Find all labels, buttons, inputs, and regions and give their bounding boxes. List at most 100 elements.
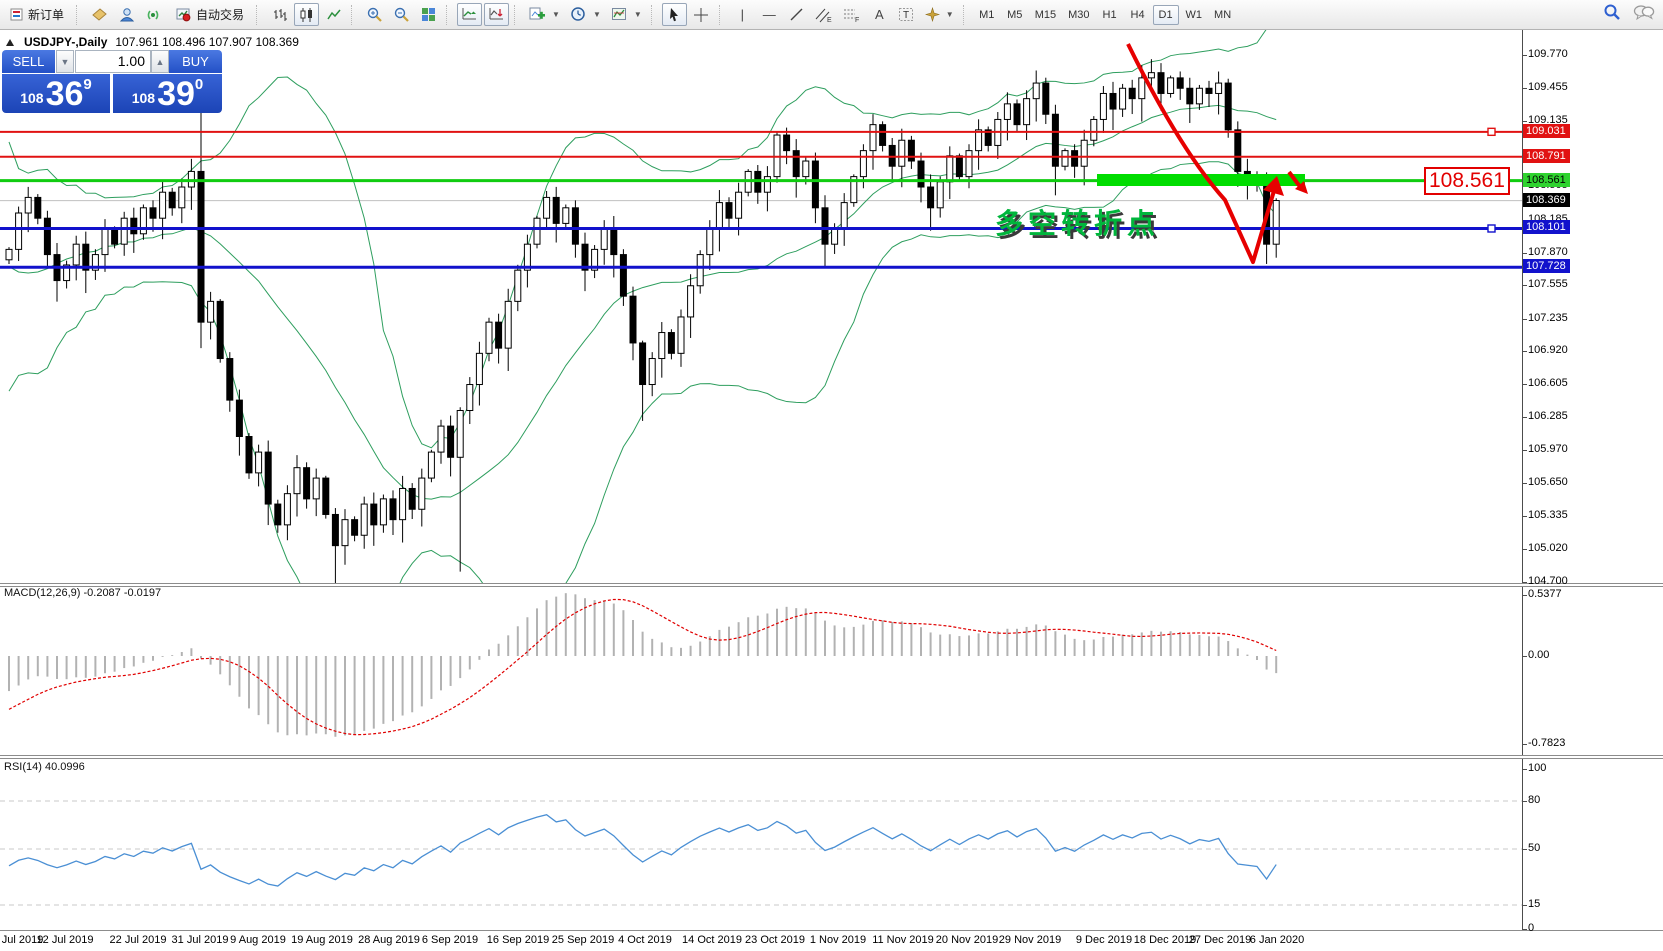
macd-label: MACD(12,26,9) -0.2087 -0.0197 — [4, 587, 161, 599]
candle — [514, 264, 522, 312]
volume-decrease-button[interactable]: ▼ — [56, 50, 74, 73]
line-handle[interactable] — [1487, 127, 1496, 137]
price-tick-mark — [1522, 548, 1527, 550]
timeframe-toolbar: M1 M5 M15 M30 H1 H4 D1 W1 MN — [973, 4, 1237, 25]
horizontal-line-button[interactable]: — — [757, 3, 782, 26]
history-center-button[interactable] — [87, 3, 112, 26]
rsi-tick-label: 15 — [1528, 898, 1541, 910]
timeframe-button-h4[interactable]: H4 — [1130, 8, 1145, 21]
candle — [159, 180, 167, 240]
timeframe-button-mn[interactable]: MN — [1214, 8, 1232, 21]
timeframe-button-m15[interactable]: M15 — [1034, 8, 1057, 21]
time-axis-label: 23 Oct 2019 — [745, 934, 805, 946]
trendline-button[interactable] — [784, 3, 809, 26]
timeframe-button-m30[interactable]: M30 — [1068, 8, 1090, 21]
candle — [687, 274, 695, 338]
candle — [1176, 71, 1184, 100]
chart-symbol: USDJPY-,Daily — [24, 35, 108, 49]
price-tick-label: 106.285 — [1528, 410, 1568, 423]
rsi-tick-label: 100 — [1528, 762, 1547, 774]
timeframe-button-m5[interactable]: M5 — [1007, 8, 1023, 21]
rsi-panel-splitter[interactable] — [0, 755, 1663, 759]
separator — [351, 4, 358, 25]
sell-price-display[interactable]: 108 36 9 — [2, 74, 110, 113]
red-v-arrow — [1126, 43, 1278, 264]
price-tick-label: 106.605 — [1528, 377, 1568, 389]
add-indicator-button[interactable]: ▼ — [525, 3, 564, 26]
search-icon[interactable] — [1603, 3, 1621, 21]
time-axis-label: 6 Jan 2020 — [1249, 934, 1305, 946]
line-handle[interactable] — [1487, 224, 1496, 233]
buy-price-display[interactable]: 108 39 0 — [113, 74, 222, 113]
candle — [72, 235, 80, 281]
text-label-icon: T — [898, 8, 913, 21]
zoom-out-button[interactable] — [389, 3, 414, 26]
buy-button[interactable]: BUY — [169, 50, 222, 73]
candle — [648, 352, 656, 397]
chat-icon[interactable] — [1633, 3, 1655, 21]
price-tick-label: 109.135 — [1528, 114, 1568, 126]
rsi-tick-mark — [1522, 929, 1527, 930]
candle — [1013, 99, 1021, 133]
chart-title: USDJPY-,Daily 107.961 108.496 107.907 10… — [6, 35, 299, 49]
auto-scroll-button[interactable] — [457, 3, 483, 26]
macd-tick-mark — [1522, 656, 1527, 657]
publisher-button[interactable] — [114, 3, 139, 26]
equidistant-channel-button[interactable]: E — [811, 3, 837, 26]
main-price-chart[interactable] — [0, 30, 1663, 583]
candle — [379, 494, 387, 533]
candle — [255, 444, 263, 487]
timeframe-button-h1[interactable]: H1 — [1102, 8, 1117, 21]
cursor-button[interactable] — [661, 3, 687, 26]
timeframe-button-m1[interactable]: M1 — [979, 8, 995, 21]
text-button[interactable]: A — [867, 3, 892, 26]
bar-chart-button[interactable] — [267, 3, 292, 26]
crosshair-button[interactable] — [689, 3, 714, 26]
zoom-in-button[interactable] — [362, 3, 387, 26]
vertical-line-button[interactable]: | — [730, 3, 755, 26]
price-tick-mark — [1522, 516, 1527, 518]
svg-text:E: E — [827, 17, 832, 23]
time-axis-label: 16 Sep 2019 — [486, 934, 550, 946]
macd-panel-splitter[interactable] — [0, 583, 1663, 587]
candle — [552, 186, 560, 243]
signals-button[interactable] — [141, 3, 166, 26]
line-chart-button[interactable] — [321, 3, 346, 26]
macd-panel[interactable] — [0, 584, 1663, 756]
collapse-arrow-icon[interactable] — [6, 38, 14, 46]
candle — [485, 317, 493, 362]
volume-input[interactable]: 1.00 — [75, 50, 151, 73]
price-badge: 108.101 — [1523, 220, 1570, 235]
chevron-down-icon: ▼ — [552, 10, 560, 19]
candle — [437, 419, 445, 464]
time-axis-label: 14 Oct 2019 — [682, 934, 742, 946]
rsi-tick-label: 50 — [1528, 842, 1541, 854]
new-order-button[interactable]: 新订单 — [2, 3, 71, 26]
price-tick-label: 106.920 — [1528, 344, 1568, 357]
chart-shift-button[interactable] — [484, 3, 510, 26]
macd-tick-label: -0.7823 — [1528, 737, 1566, 750]
candle — [629, 286, 637, 361]
sell-button[interactable]: SELL — [2, 50, 55, 73]
tile-windows-button[interactable] — [416, 3, 441, 26]
arrows-button[interactable]: ▼ — [921, 3, 958, 26]
price-tick-mark — [1522, 219, 1527, 221]
templates-button[interactable]: ▼ — [607, 3, 646, 26]
rsi-panel[interactable] — [0, 758, 1663, 930]
price-tick-label: 105.650 — [1528, 476, 1568, 489]
candle — [888, 138, 896, 180]
auto-trading-button[interactable]: 自动交易 — [168, 3, 251, 26]
candle — [322, 475, 330, 519]
support-zone-band — [1097, 174, 1305, 186]
candle — [533, 215, 541, 249]
candle — [811, 152, 819, 224]
periods-button[interactable]: ▼ — [566, 3, 605, 26]
timeframe-button-d1[interactable]: D1 — [1152, 4, 1179, 25]
fibonacci-button[interactable]: F — [839, 3, 865, 26]
candle — [447, 415, 455, 477]
candlestick-chart-button[interactable] — [294, 3, 320, 26]
arrows-icon — [924, 7, 940, 22]
timeframe-button-w1[interactable]: W1 — [1185, 8, 1203, 21]
volume-increase-button[interactable]: ▲ — [151, 50, 169, 73]
text-label-button[interactable]: T — [894, 3, 919, 26]
